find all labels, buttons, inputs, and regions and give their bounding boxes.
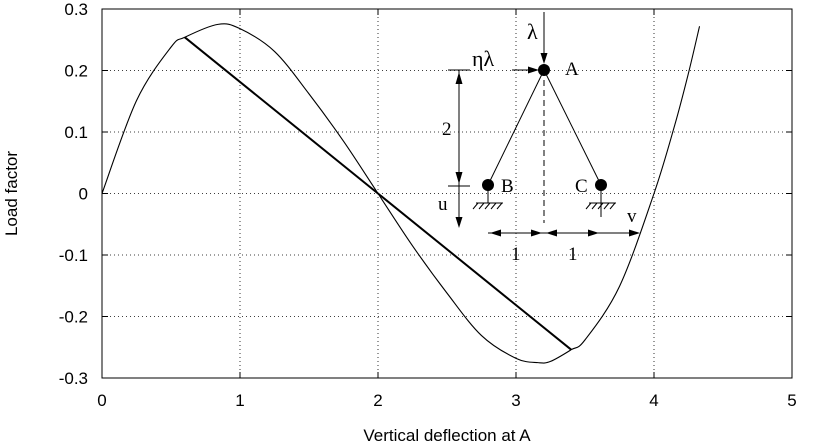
u-label: u xyxy=(438,194,448,215)
x-tick-label: 3 xyxy=(511,391,520,410)
horizontal-load-arrowhead xyxy=(528,66,539,74)
height-label: 2 xyxy=(442,119,452,140)
member-ac xyxy=(543,69,602,186)
v-arrowhead xyxy=(629,229,640,237)
span-right-arrow-l xyxy=(546,229,557,237)
node-c-label: C xyxy=(575,176,588,197)
series-layer xyxy=(101,23,701,364)
node-a-label: A xyxy=(565,59,579,80)
y-tick-label: 0.3 xyxy=(64,0,88,19)
node-b-label: B xyxy=(501,176,514,197)
height-arrowhead-top xyxy=(455,72,463,84)
y-tick-label: 0.1 xyxy=(64,123,88,142)
member-ab xyxy=(487,69,545,186)
u-arrowhead xyxy=(455,217,463,228)
node-c-dot xyxy=(595,179,607,191)
support-c-hatch xyxy=(585,202,616,210)
span-right-arrow-r xyxy=(588,229,599,237)
height-arrowhead-bottom xyxy=(455,172,463,184)
axis-ticks: 0 1 2 3 4 5 -0.3 -0.2 -0.1 0 0.1 0.2 0.3 xyxy=(59,0,797,410)
load-label: λ xyxy=(527,19,538,44)
y-tick-label: -0.1 xyxy=(59,246,88,265)
span-left-label: 1 xyxy=(511,244,521,265)
x-tick-label: 4 xyxy=(649,391,658,410)
x-tick-label: 0 xyxy=(97,391,106,410)
truss-diagram xyxy=(448,12,640,237)
horizontal-load-label: ηλ xyxy=(472,46,495,71)
y-axis-title: Load factor xyxy=(2,151,21,236)
span-left-arrow-l xyxy=(490,229,501,237)
span-right-label: 1 xyxy=(568,244,578,265)
equilibrium-path-curve xyxy=(101,23,701,364)
support-b-hatch xyxy=(472,202,503,210)
node-a-dot xyxy=(538,64,550,76)
v-label: v xyxy=(627,206,637,227)
node-b-dot xyxy=(482,179,494,191)
x-tick-label: 1 xyxy=(235,391,244,410)
load-arrowhead xyxy=(540,53,548,64)
y-tick-label: 0.2 xyxy=(64,62,88,81)
secant-line xyxy=(184,36,572,351)
x-tick-label: 2 xyxy=(373,391,382,410)
span-left-arrow-r xyxy=(531,229,542,237)
y-tick-label: -0.3 xyxy=(59,369,88,388)
x-tick-label: 5 xyxy=(787,391,796,410)
y-tick-label: -0.2 xyxy=(59,308,88,327)
x-axis-title: Vertical deflection at A xyxy=(363,426,531,445)
y-tick-label: 0 xyxy=(79,185,88,204)
